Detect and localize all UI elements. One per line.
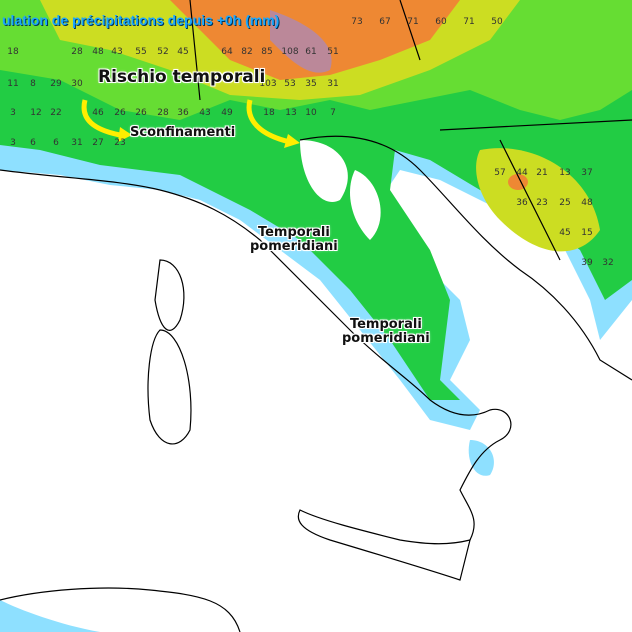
label-afternoon-storms-2: Temporali pomeridiani [342, 317, 430, 347]
precip-value: 7 [330, 108, 336, 118]
precip-value: 8 [30, 79, 36, 89]
precip-value: 51 [327, 47, 339, 57]
precip-value: 36 [177, 108, 189, 118]
precip-value: 25 [559, 198, 571, 208]
precip-value: 26 [114, 108, 126, 118]
label-afternoon-storms-1: Temporali pomeridiani [250, 225, 338, 255]
precip-value: 18 [263, 108, 275, 118]
label-line: Temporali [257, 225, 330, 240]
precip-value: 15 [581, 228, 593, 238]
precip-value: 3 [10, 108, 16, 118]
precip-value: 36 [516, 198, 528, 208]
precip-value: 43 [111, 47, 123, 57]
precip-value: 61 [305, 47, 317, 57]
precip-value: 82 [241, 47, 253, 57]
precip-value: 49 [221, 108, 233, 118]
precip-value: 53 [284, 79, 296, 89]
precip-value: 32 [602, 258, 614, 268]
precip-value: 11 [7, 79, 19, 89]
precip-value: 48 [92, 47, 104, 57]
precip-value: 39 [581, 258, 593, 268]
precip-value: 73 [351, 17, 363, 27]
precip-value: 26 [135, 108, 147, 118]
precip-value: 31 [327, 79, 339, 89]
precip-value: 3 [10, 138, 16, 148]
precip-value: 23 [114, 138, 126, 148]
precip-value: 10 [305, 108, 317, 118]
precip-value: 13 [285, 108, 297, 118]
precip-value: 45 [559, 228, 571, 238]
label-line: pomeridiani [250, 239, 338, 255]
precip-value: 71 [463, 17, 475, 27]
precip-value: 67 [379, 17, 391, 27]
precip-value: 23 [536, 198, 548, 208]
precip-value: 12 [30, 108, 42, 118]
precip-value: 71 [407, 17, 419, 27]
precip-value: 37 [581, 168, 593, 178]
precip-value: 85 [261, 47, 273, 57]
precip-value: 35 [305, 79, 317, 89]
precip-value: 57 [494, 168, 506, 178]
precip-value: 45 [177, 47, 189, 57]
label-spillover: Sconfinamenti [130, 125, 236, 140]
label-line: Temporali [349, 317, 422, 332]
precip-value: 6 [30, 138, 36, 148]
precip-value: 43 [199, 108, 211, 118]
precip-value: 27 [92, 138, 104, 148]
precip-value: 6 [53, 138, 59, 148]
precip-value: 55 [135, 47, 147, 57]
precip-value: 64 [221, 47, 233, 57]
label-risk: Rischio temporali [98, 67, 266, 87]
precip-value: 22 [50, 108, 62, 118]
precip-value: 50 [491, 17, 503, 27]
precip-value: 52 [157, 47, 169, 57]
precip-value: 31 [71, 138, 83, 148]
precip-value: 48 [581, 198, 593, 208]
precip-value: 18 [7, 47, 19, 57]
precip-value: 28 [157, 108, 169, 118]
precip-value: 60 [435, 17, 447, 27]
precip-value: 108 [281, 47, 299, 57]
precip-value: 103 [259, 79, 277, 89]
precip-value: 44 [516, 168, 528, 178]
precip-value: 13 [559, 168, 571, 178]
precip-value: 46 [92, 108, 104, 118]
precip-value: 28 [71, 47, 83, 57]
label-line: pomeridiani [342, 331, 430, 347]
precip-value: 30 [71, 79, 83, 89]
precip-value: 21 [536, 168, 548, 178]
precip-value: 29 [50, 79, 62, 89]
arrows [81, 99, 291, 145]
map-title: ulation de précipitations depuis +0h (mm… [2, 12, 280, 28]
